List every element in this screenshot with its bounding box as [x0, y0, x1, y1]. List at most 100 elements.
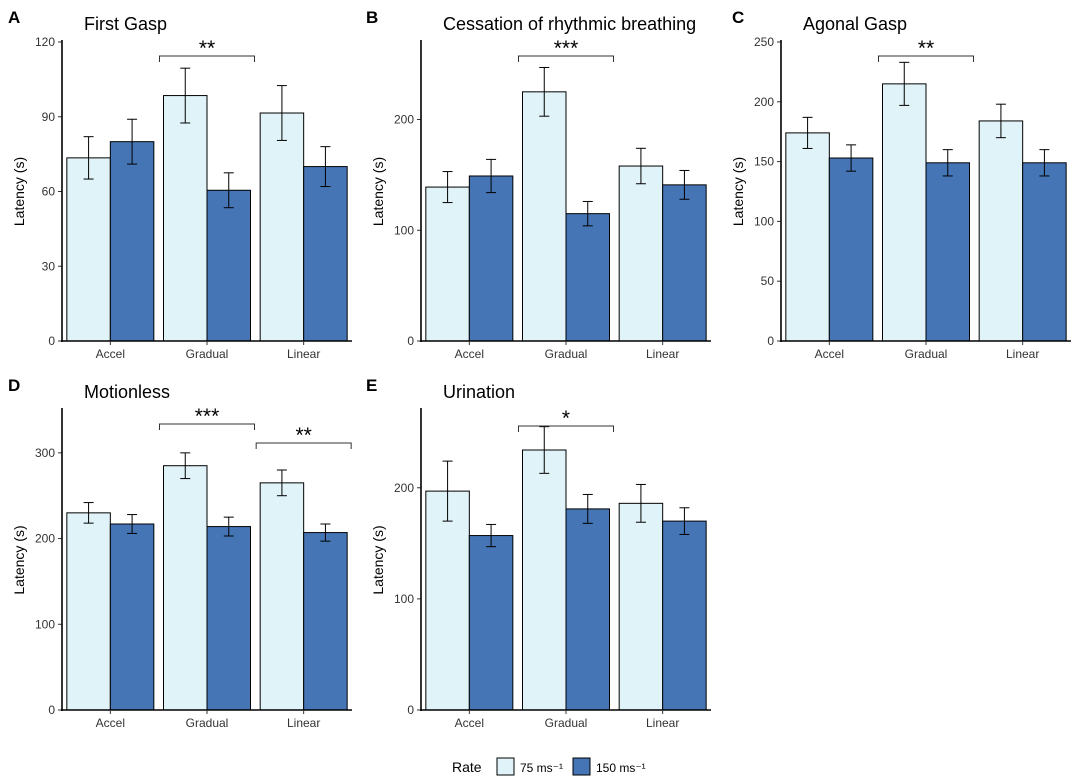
panel-title: Motionless — [84, 382, 170, 402]
y-axis-title: Latency (s) — [11, 525, 27, 594]
x-tick-label: Linear — [646, 716, 679, 730]
y-tick-label: 250 — [754, 35, 774, 49]
x-tick-label: Gradual — [905, 347, 948, 361]
legend-swatch-75 — [496, 757, 515, 776]
bar-linear-150 — [303, 166, 348, 342]
y-axis-title: Latency (s) — [730, 157, 746, 226]
panel-e: E Urination Latency (s) 0 100 200 * Accel Gradua… — [366, 376, 711, 730]
panel-letter: B — [366, 8, 378, 27]
significance-bracket — [255, 442, 352, 449]
significance-label: ** — [295, 424, 311, 447]
y-tick-label: 100 — [394, 592, 414, 606]
bar-accel-75 — [66, 512, 111, 711]
y-tick-label: 200 — [754, 95, 774, 109]
y-tick-label: 50 — [761, 274, 775, 288]
legend-title: Rate — [452, 759, 482, 775]
bar-linear-75 — [978, 120, 1024, 342]
x-tick-label: Linear — [646, 347, 679, 361]
panel-letter: C — [732, 8, 744, 27]
y-tick-label: 200 — [35, 532, 55, 546]
bar-linear-75 — [259, 482, 305, 711]
significance-bracket — [159, 423, 255, 430]
y-tick-label: 30 — [42, 259, 56, 273]
bar-linear-75 — [618, 502, 664, 711]
bar-gradual-150 — [565, 213, 610, 342]
legend-label-150: 150 ms⁻¹ — [596, 761, 646, 775]
y-tick-label: 100 — [754, 214, 774, 228]
significance-label: *** — [195, 405, 220, 428]
bar-accel-150 — [828, 157, 874, 342]
x-tick-label: Gradual — [545, 347, 588, 361]
y-tick-label: 0 — [48, 334, 55, 348]
legend-swatch-150 — [572, 757, 591, 776]
x-tick-label: Accel — [815, 347, 844, 361]
bar-gradual-75 — [522, 91, 567, 342]
panel-a: A First Gasp Latency (s) 0 30 60 90 120 ** Accel G… — [8, 8, 352, 361]
legend-label-75: 75 ms⁻¹ — [520, 761, 563, 775]
bar-gradual-150 — [925, 162, 970, 342]
significance-label: ** — [199, 37, 215, 60]
significance-bracket — [159, 55, 255, 62]
bar-accel-75 — [785, 132, 830, 342]
x-tick-label: Gradual — [545, 716, 588, 730]
bar-accel-150 — [109, 523, 155, 711]
y-tick-label: 120 — [35, 35, 55, 49]
significance-label: *** — [554, 37, 579, 60]
panel-title: Urination — [443, 382, 515, 402]
bar-gradual-75 — [522, 449, 567, 711]
x-tick-label: Accel — [455, 347, 484, 361]
bar-gradual-150 — [206, 189, 251, 342]
panel-b: B Cessation of rhythmic breathing Latency … — [366, 8, 711, 361]
x-tick-label: Linear — [1006, 347, 1039, 361]
x-tick-label: Gradual — [186, 716, 229, 730]
y-axis-title: Latency (s) — [370, 157, 386, 226]
bar-linear-150 — [662, 184, 707, 342]
bar-linear-75 — [259, 112, 305, 342]
bar-linear-150 — [303, 532, 348, 711]
bar-linear-150 — [1022, 162, 1067, 342]
significance-bracket — [518, 425, 614, 432]
y-axis-title: Latency (s) — [370, 525, 386, 594]
x-tick-label: Accel — [96, 347, 125, 361]
bar-accel-75 — [425, 186, 470, 342]
legend: Rate 75 ms⁻¹ 150 ms⁻¹ — [452, 757, 646, 776]
significance-label: * — [562, 407, 570, 430]
y-tick-label: 100 — [394, 223, 414, 237]
significance-bracket — [518, 55, 614, 62]
panel-letter: A — [8, 8, 20, 27]
panel-title: Cessation of rhythmic breathing — [443, 14, 696, 34]
panel-c: C Agonal Gasp Latency (s) 0 50 100 150 200 250 **… — [730, 8, 1071, 361]
panel-letter: D — [8, 376, 20, 395]
y-tick-label: 90 — [42, 110, 56, 124]
x-tick-label: Accel — [455, 716, 484, 730]
bar-linear-150 — [662, 520, 707, 711]
y-tick-label: 300 — [35, 446, 55, 460]
significance-bracket — [878, 55, 974, 62]
x-tick-label: Accel — [96, 716, 125, 730]
bar-gradual-150 — [206, 526, 251, 711]
panel-title: First Gasp — [84, 14, 167, 34]
y-tick-label: 100 — [35, 617, 55, 631]
y-tick-label: 0 — [407, 334, 414, 348]
bar-linear-75 — [618, 165, 664, 342]
y-tick-label: 150 — [754, 155, 774, 169]
bar-accel-150 — [468, 175, 514, 342]
significance-label: ** — [918, 37, 934, 60]
y-tick-label: 0 — [48, 703, 55, 717]
bar-accel-75 — [66, 157, 111, 342]
y-tick-label: 200 — [394, 481, 414, 495]
y-tick-label: 200 — [394, 113, 414, 127]
x-tick-label: Linear — [287, 347, 320, 361]
y-tick-label: 0 — [407, 703, 414, 717]
bar-accel-150 — [109, 141, 155, 342]
panels-layer: A First Gasp Latency (s) 0 30 60 90 120 ** Accel G… — [8, 8, 1071, 730]
x-tick-label: Linear — [287, 716, 320, 730]
y-axis-title: Latency (s) — [11, 157, 27, 226]
panel-letter: E — [366, 376, 377, 395]
bar-gradual-150 — [565, 508, 610, 711]
bar-gradual-75 — [163, 465, 208, 711]
bar-accel-150 — [468, 535, 514, 711]
y-tick-label: 0 — [767, 334, 774, 348]
